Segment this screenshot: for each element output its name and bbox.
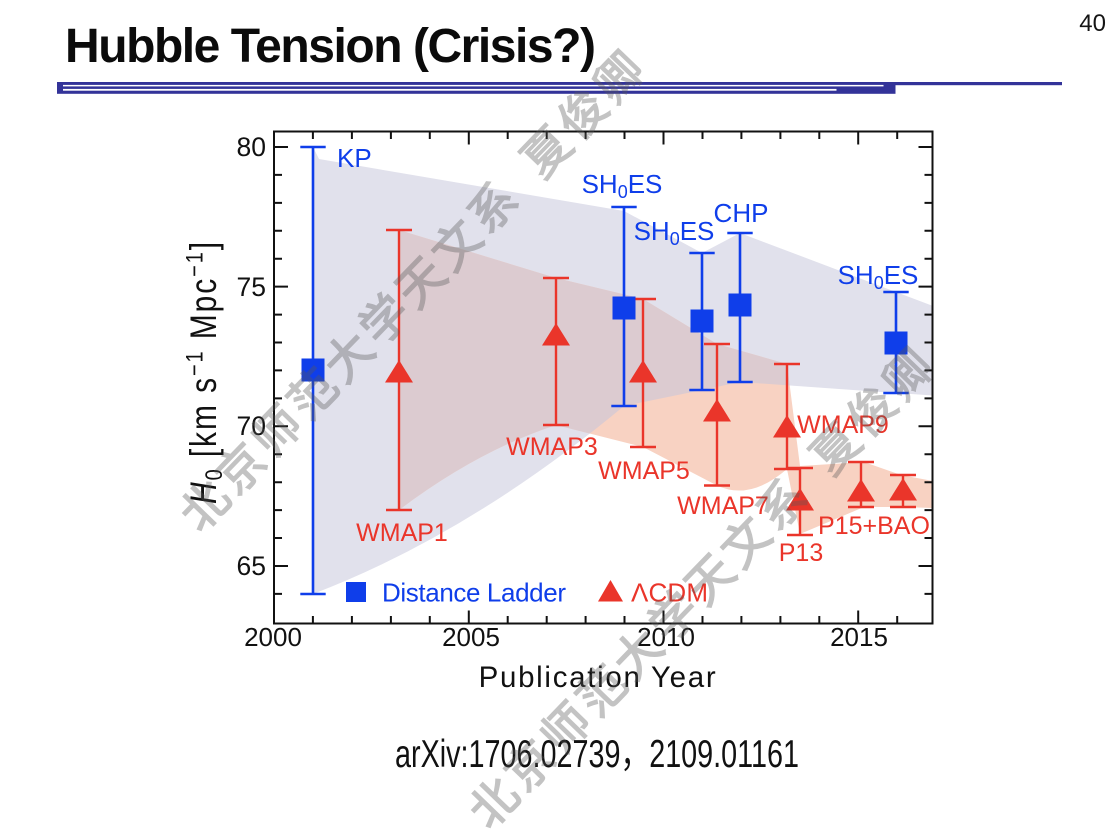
svg-text:Distance Ladder: Distance Ladder (382, 578, 566, 608)
svg-text:40: 40 (1079, 10, 1106, 37)
svg-text:WMAP1: WMAP1 (356, 519, 448, 547)
svg-text:2005: 2005 (442, 622, 500, 652)
svg-text:2010: 2010 (637, 622, 695, 652)
svg-text:SH0ES: SH0ES (582, 169, 663, 202)
svg-text:SH0ES: SH0ES (634, 216, 715, 249)
svg-text:P13: P13 (779, 539, 823, 567)
svg-text:2000: 2000 (244, 622, 302, 652)
svg-text:SH0ES: SH0ES (838, 260, 919, 293)
svg-text:80: 80 (237, 132, 266, 162)
svg-text:P15+BAO: P15+BAO (818, 512, 930, 540)
svg-text:H0 [km s−1 Mpc−1]: H0 [km s−1 Mpc−1] (181, 240, 228, 504)
svg-text:KP: KP (337, 143, 372, 173)
svg-text:WMAP5: WMAP5 (598, 457, 690, 485)
svg-text:70: 70 (237, 411, 266, 441)
svg-text:65: 65 (237, 551, 266, 581)
svg-text:Hubble Tension (Crisis?): Hubble Tension (Crisis?) (65, 20, 596, 73)
svg-text:2015: 2015 (830, 622, 888, 652)
svg-text:WMAP3: WMAP3 (506, 433, 598, 461)
svg-text:Publication Year: Publication Year (479, 661, 718, 694)
svg-text:WMAP9: WMAP9 (797, 411, 889, 439)
svg-text:arXiv:1706.02739，2109.01161: arXiv:1706.02739，2109.01161 (395, 733, 799, 776)
svg-text:WMAP7: WMAP7 (677, 492, 769, 520)
svg-text:CHP: CHP (714, 198, 769, 228)
svg-text:ΛCDM: ΛCDM (631, 578, 708, 608)
svg-text:75: 75 (237, 272, 266, 302)
